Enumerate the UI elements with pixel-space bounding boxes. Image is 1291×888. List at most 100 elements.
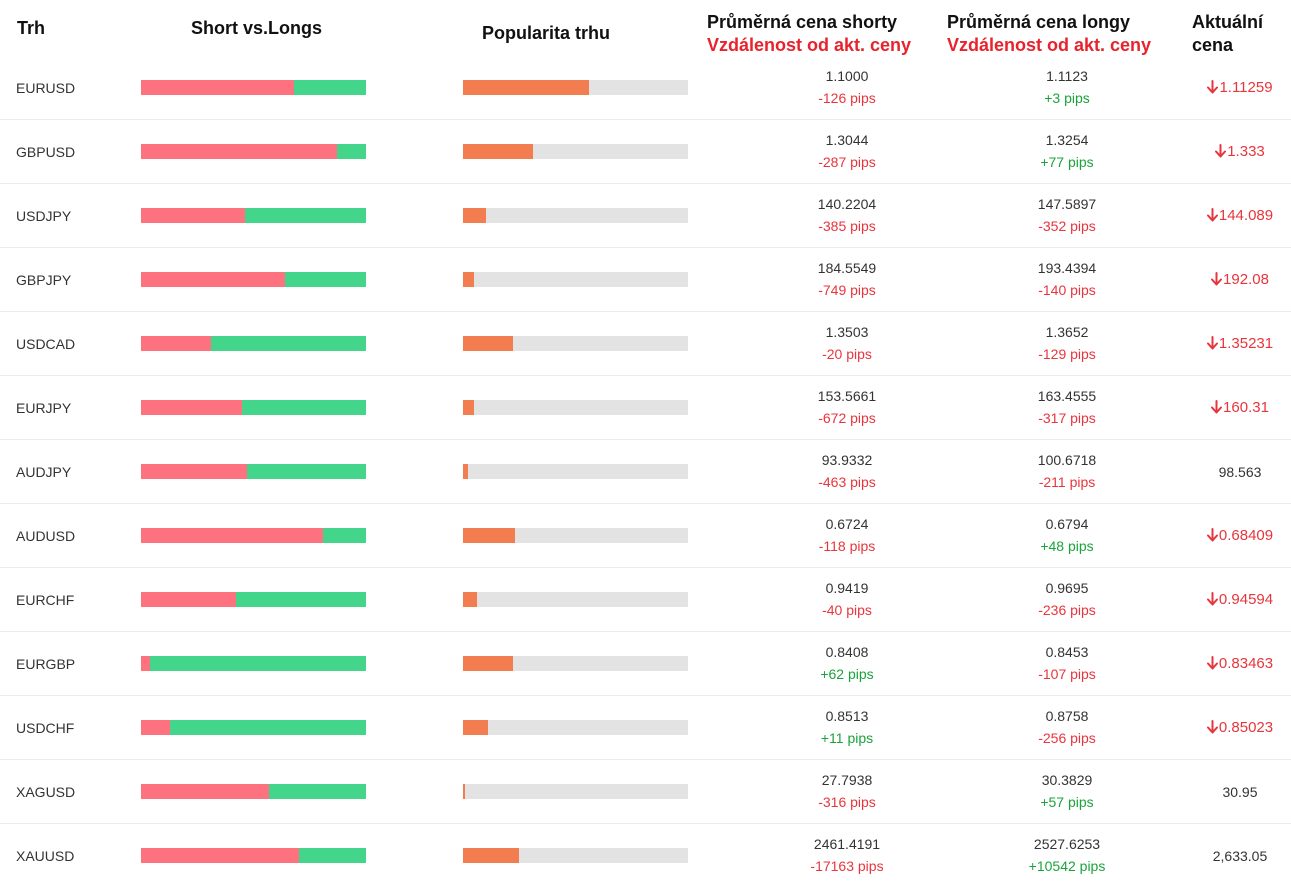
current-price-value: 30.95 [1222,784,1258,800]
current-price-value: 1.35231 [1218,335,1274,352]
table-row[interactable]: EURGBP 0.8408 +62 pips 0.8453 -107 pips … [0,632,1291,696]
table-row[interactable]: USDCHF 0.8513 +11 pips 0.8758 -256 pips … [0,696,1291,760]
market-symbol[interactable]: GBPJPY [16,272,72,288]
short-long-bar [141,272,366,287]
table-row[interactable]: EURJPY 153.5661 -672 pips 163.4555 -317 … [0,376,1291,440]
header-avg-long-title: Průměrná cena longy [947,12,1131,32]
current-price: 30.95 [1185,760,1291,824]
long-bar-segment [210,336,366,351]
short-long-bar [141,464,366,479]
popularity-bar-fill [463,528,515,543]
short-long-bar [141,80,366,95]
market-symbol[interactable]: AUDJPY [16,464,72,480]
current-price-value: 160.31 [1223,399,1269,416]
market-symbol[interactable]: EURUSD [16,80,76,96]
long-bar-segment [235,592,366,607]
header-avg-short-subtitle: Vzdálenost od akt. ceny [707,35,912,55]
table-row[interactable]: USDJPY 140.2204 -385 pips 147.5897 -352 … [0,184,1291,248]
popularity-bar-fill [463,784,466,799]
table-row[interactable]: GBPJPY 184.5549 -749 pips 193.4394 -140 … [0,248,1291,312]
long-bar-segment [246,464,366,479]
short-bar-segment [141,592,236,607]
avg-long-price: 193.4394 [1037,260,1097,276]
avg-long-cell: 1.1123 +3 pips [987,65,1147,109]
header-current-price: Aktuální cena [1192,11,1263,57]
avg-short-cell: 1.3503 -20 pips [767,321,927,365]
arrow-down-icon [1211,272,1223,286]
popularity-bar [463,464,688,479]
current-price: 192.08 [1185,248,1291,312]
table-row[interactable]: XAGUSD 27.7938 -316 pips 30.3829 +57 pip… [0,760,1291,824]
popularity-bar [463,400,688,415]
market-symbol[interactable]: USDCAD [16,336,76,352]
avg-long-distance: -352 pips [1038,218,1096,234]
current-price: 1.11259 [1185,56,1291,120]
avg-short-distance: -385 pips [818,218,876,234]
short-bar-segment [141,336,211,351]
market-symbol[interactable]: AUDUSD [16,528,76,544]
avg-long-cell: 163.4555 -317 pips [987,385,1147,429]
table-row[interactable]: GBPUSD 1.3044 -287 pips 1.3254 +77 pips … [0,120,1291,184]
avg-long-price: 1.3254 [1045,132,1089,148]
header-avg-long: Průměrná cena longy Vzdálenost od akt. c… [947,11,1151,57]
market-symbol[interactable]: USDCHF [16,720,75,736]
avg-short-distance: -287 pips [818,154,876,170]
popularity-bar [463,528,688,543]
avg-long-cell: 0.8758 -256 pips [987,705,1147,749]
avg-long-distance: -129 pips [1038,346,1096,362]
long-bar-segment [242,400,366,415]
popularity-bar-fill [463,144,533,159]
avg-long-cell: 0.6794 +48 pips [987,513,1147,557]
short-long-bar [141,720,366,735]
short-long-bar [141,848,366,863]
avg-short-price: 0.6724 [825,516,869,532]
avg-short-price: 153.5661 [817,388,877,404]
avg-short-distance: -672 pips [818,410,876,426]
market-symbol[interactable]: EURGBP [16,656,76,672]
popularity-bar-fill [463,592,477,607]
table-row[interactable]: EURUSD 1.1000 -126 pips 1.1123 +3 pips 1… [0,56,1291,120]
current-price-value: 1.333 [1227,143,1265,160]
current-price: 2,633.05 [1185,824,1291,888]
avg-short-price: 0.8408 [825,644,869,660]
table-row[interactable]: AUDJPY 93.9332 -463 pips 100.6718 -211 p… [0,440,1291,504]
popularity-bar [463,592,688,607]
avg-long-distance: +3 pips [1044,90,1090,106]
avg-long-distance: -107 pips [1038,666,1096,682]
current-price: 160.31 [1185,376,1291,440]
market-symbol[interactable]: GBPUSD [16,144,76,160]
popularity-bar-fill [463,464,468,479]
header-current-subtitle: cena [1192,35,1234,55]
popularity-bar [463,80,688,95]
avg-short-cell: 0.8513 +11 pips [767,705,927,749]
avg-short-price: 0.9419 [825,580,869,596]
market-symbol[interactable]: XAGUSD [16,784,76,800]
market-symbol[interactable]: EURCHF [16,592,75,608]
avg-long-price: 1.1123 [1046,68,1088,84]
current-price-value: 0.68409 [1218,527,1274,544]
table-row[interactable]: XAUUSD 2461.4191 -17163 pips 2527.6253 +… [0,824,1291,888]
market-symbol[interactable]: EURJPY [16,400,72,416]
popularity-bar-fill [463,80,589,95]
market-symbol[interactable]: XAUUSD [16,848,75,864]
avg-short-distance: -20 pips [822,346,872,362]
avg-long-price: 2527.6253 [1033,836,1101,852]
arrow-down-icon [1211,400,1223,414]
current-price: 0.85023 [1185,696,1291,760]
header-avg-short: Průměrná cena shorty Vzdálenost od akt. … [707,11,911,57]
short-bar-segment [141,272,285,287]
avg-short-price: 27.7938 [821,772,873,788]
current-price-value: 1.11259 [1219,79,1273,96]
table-row[interactable]: USDCAD 1.3503 -20 pips 1.3652 -129 pips … [0,312,1291,376]
table-row[interactable]: AUDUSD 0.6724 -118 pips 0.6794 +48 pips … [0,504,1291,568]
avg-short-cell: 140.2204 -385 pips [767,193,927,237]
header-market: Trh [17,18,46,38]
long-bar-segment [170,720,366,735]
arrow-down-icon [1206,720,1218,734]
popularity-bar-fill [463,272,475,287]
current-price: 0.94594 [1185,568,1291,632]
avg-short-cell: 1.3044 -287 pips [767,129,927,173]
popularity-bar [463,208,688,223]
market-symbol[interactable]: USDJPY [16,208,72,224]
table-row[interactable]: EURCHF 0.9419 -40 pips 0.9695 -236 pips … [0,568,1291,632]
